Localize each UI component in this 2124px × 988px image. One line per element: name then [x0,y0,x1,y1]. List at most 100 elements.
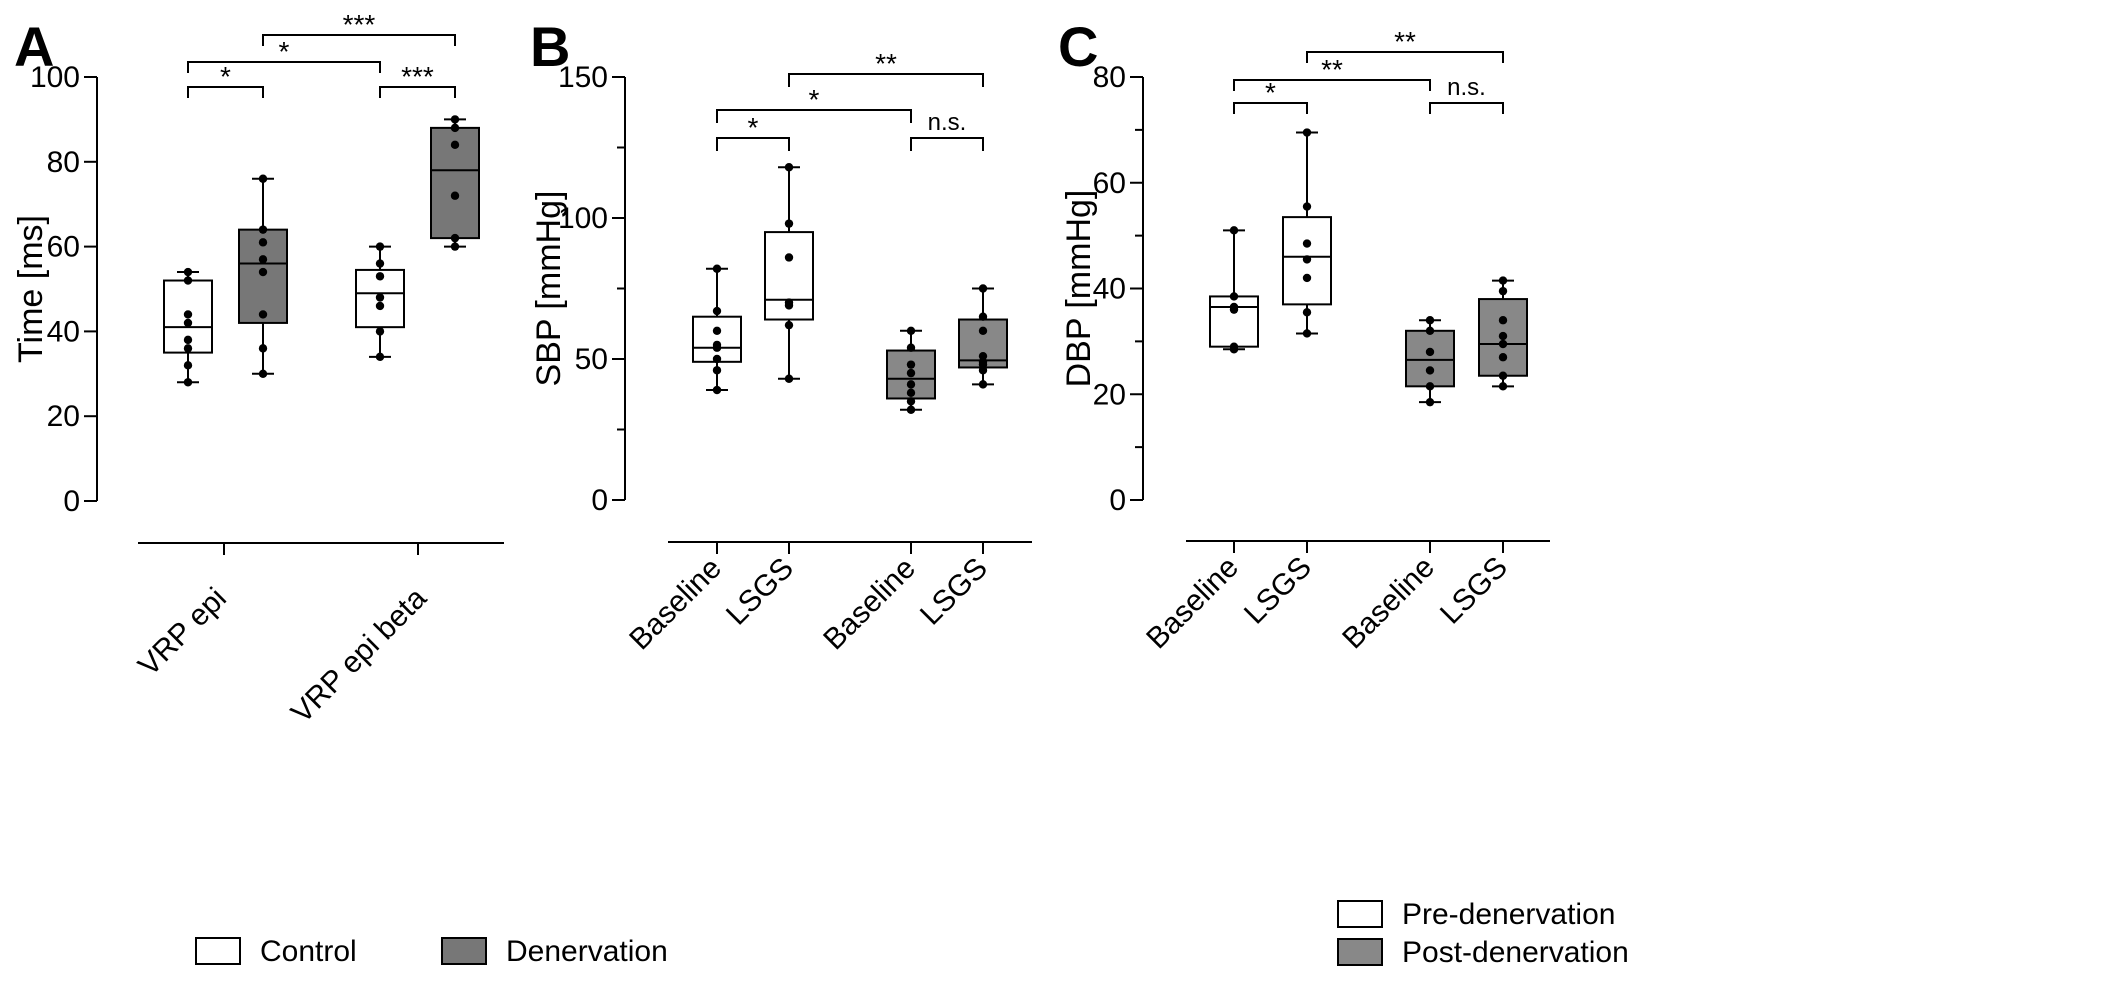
data-point [258,369,268,378]
x-category-label: VRP epi beta [285,581,433,729]
x-category-label: Baseline [623,552,728,657]
data-point [1498,339,1508,349]
x-category-label: LSGS [720,552,800,632]
data-point [784,374,794,383]
significance-bracket: * [187,36,381,73]
y-tick-label: 150 [558,61,608,94]
x-category-label: Baseline [1336,551,1441,656]
legend-swatch [441,937,487,965]
box-1 [692,264,742,395]
y-tick-label: 20 [1093,378,1126,411]
x-category-label: LSGS [1434,551,1514,631]
significance-label: * [748,112,759,143]
y-tick-label: 0 [591,484,608,517]
bracket-line [716,137,790,151]
data-point [258,267,268,277]
legend-swatch [1337,938,1383,966]
bracket-line [1233,79,1431,91]
legend-panels-bc: Pre-denervation Post-denervation [1337,898,1629,969]
data-point [1302,202,1312,211]
data-point [712,354,722,364]
significance-bracket: *** [262,9,456,46]
data-point [258,255,268,264]
y-tick-label: 60 [1093,167,1126,200]
y-tick-label: 80 [47,146,80,179]
panel-letter: C [1058,15,1098,78]
significance-bracket: ** [788,48,984,87]
significance-bracket: n.s. [1429,74,1504,114]
box-iqr [1405,329,1455,388]
data-point [258,238,268,247]
y-tick-label: 40 [1093,273,1126,306]
data-point [1498,353,1508,362]
box-1 [1209,226,1259,354]
data-point [1302,255,1312,264]
data-point [784,219,794,228]
data-point [1425,316,1435,325]
legend-swatch [1337,900,1383,928]
data-point [1302,128,1312,137]
data-point [375,327,385,336]
significance-bracket: * [187,61,264,98]
significance-bracket: ** [1233,54,1431,91]
data-point [978,312,988,321]
legend-label: Pre-denervation [1402,898,1615,931]
data-point [450,140,460,150]
data-point [978,380,988,389]
box-4 [1478,276,1528,391]
data-point [712,264,722,273]
y-tick-label: 80 [1093,61,1126,94]
data-point [1302,239,1312,248]
data-point [375,293,385,302]
y-tick-label: 0 [63,485,80,518]
data-point [978,351,988,361]
bracket-line [788,73,984,87]
data-point [183,378,193,387]
y-tick-label: 60 [47,231,80,264]
data-point [1498,371,1508,380]
data-point [450,233,460,243]
data-point [1498,286,1508,296]
box-4 [430,115,480,251]
y-tick-label: 50 [575,343,608,376]
data-point [906,405,916,414]
y-tick-label: 20 [47,400,80,433]
data-point [1498,331,1508,341]
data-point [375,242,385,251]
data-point [906,326,916,335]
y-tick-label: 100 [558,202,608,235]
significance-label: ** [1394,26,1416,57]
y-axis-title: DBP [mmHg] [1060,190,1098,388]
data-point [450,191,460,200]
box-iqr [692,315,742,363]
significance-bracket: * [716,84,912,123]
data-point [1302,329,1312,338]
legend-label: Denervation [506,935,668,968]
significance-label: n.s. [1447,74,1486,101]
x-category-label: VRP epi [132,582,233,683]
data-point [1425,366,1435,375]
data-point [906,380,916,389]
panel-letter: A [14,15,54,78]
data-point [183,344,193,353]
data-point [906,397,916,406]
data-point [978,284,988,293]
data-point [183,361,193,370]
data-point [712,326,722,335]
legend-panel-a: Control Denervation [195,935,668,968]
data-point [784,253,794,262]
data-point [906,343,916,352]
data-point [258,225,268,234]
data-point [978,326,988,335]
box-2 [238,174,288,378]
significance-label: ** [875,48,897,79]
legend-label: Post-denervation [1402,936,1629,969]
data-point [183,276,193,285]
data-point [1425,397,1435,407]
data-point [183,267,193,277]
y-axis-title: SBP [mmHg] [530,191,568,387]
x-category-label: LSGS [1238,551,1318,631]
y-axis-title: Time [ms] [12,215,50,363]
box-4 [958,284,1008,389]
box-2 [764,163,814,383]
